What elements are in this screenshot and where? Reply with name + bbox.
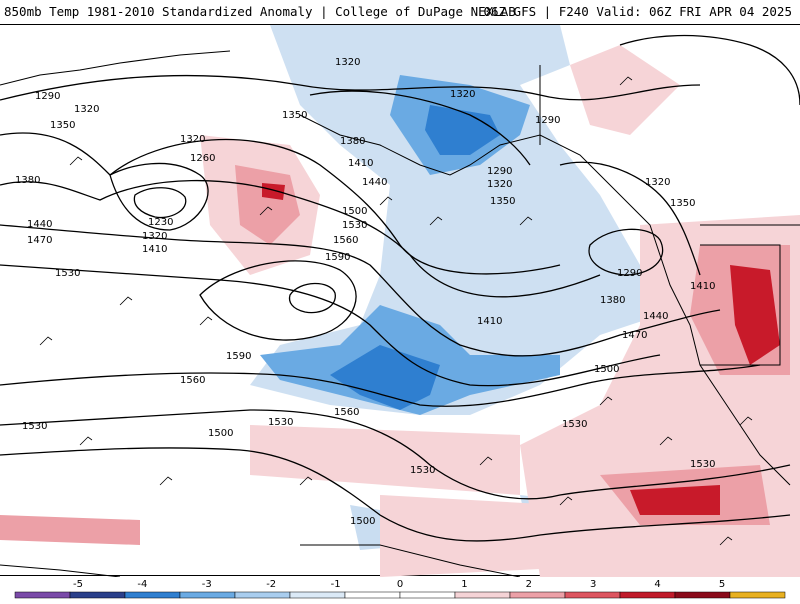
contour-label: 1530 (562, 419, 587, 430)
colorbar-segment (14, 591, 71, 599)
colorbar-segments (14, 591, 786, 599)
colorbar-segment (729, 591, 786, 599)
contour-label: 1410 (477, 316, 502, 327)
contour-label: 1290 (487, 166, 512, 177)
contour-label: 1590 (325, 252, 350, 263)
contour-label: 1560 (334, 407, 359, 418)
contour-label: 1320 (142, 231, 167, 242)
contour-label: 1380 (15, 175, 40, 186)
contour-label: 1380 (340, 136, 365, 147)
contour-label: 1530 (55, 268, 80, 279)
cold-anomaly-region-north (250, 25, 660, 415)
contour-label: 1350 (490, 196, 515, 207)
contour-label: 1530 (410, 465, 435, 476)
colorbar-tick-label: 0 (397, 579, 403, 590)
contour-label: 1500 (208, 428, 233, 439)
contour-label: 1530 (22, 421, 47, 432)
height-contours (0, 34, 800, 542)
contour-label: 1410 (690, 281, 715, 292)
map-canvas: 1320 1290 1320 1350 1290 1350 1320 1380 … (0, 25, 800, 577)
contour-label: 1560 (180, 375, 205, 386)
warm-anomaly-southwest (0, 515, 140, 545)
contour-label: 1440 (643, 311, 668, 322)
colorbar-segment (509, 591, 566, 599)
colorbar-segment (344, 591, 401, 599)
map-title: 850mb Temp 1981-2010 Standardized Anomal… (4, 4, 516, 19)
map-header: 850mb Temp 1981-2010 Standardized Anomal… (0, 0, 800, 24)
contour-label: 1320 (180, 134, 205, 145)
colorbar-tick-label: -1 (331, 579, 341, 590)
colorbar-tick-label: -2 (266, 579, 276, 590)
contour-label: 1320 (645, 177, 670, 188)
colorbar-segment (124, 591, 181, 599)
colorbar-segment (179, 591, 236, 599)
warm-anomaly-south-band (250, 425, 520, 495)
colorbar-tick-label: 5 (719, 579, 725, 590)
colorbar-tick-label: 1 (461, 579, 467, 590)
contour-label: 1530 (342, 220, 367, 231)
coastlines (0, 50, 800, 577)
contour-label: 1500 (350, 516, 375, 527)
colorbar-tick-label: -4 (137, 579, 147, 590)
cold-anomaly-central-core (330, 345, 440, 410)
contour-label: 1560 (333, 235, 358, 246)
colorbar-segment (674, 591, 731, 599)
warm-anomaly-northeast (570, 45, 680, 135)
contour-label: 1590 (226, 351, 251, 362)
contour-label: 1350 (50, 120, 75, 131)
contour-label: 1410 (142, 244, 167, 255)
contour-label: 1500 (342, 206, 367, 217)
contour-label: 1290 (535, 115, 560, 126)
warm-anomaly-southeast-core (630, 485, 720, 515)
colorbar-tick-label: -5 (73, 579, 83, 590)
contour-label: 1440 (27, 219, 52, 230)
colorbar-tick-label: 3 (590, 579, 596, 590)
contour-label: 1290 (35, 91, 60, 102)
anomaly-shading (0, 25, 800, 577)
colorbar-tick-label: -3 (202, 579, 212, 590)
contour-label: 1440 (362, 177, 387, 188)
contour-label: 1470 (622, 330, 647, 341)
contour-label: 1320 (487, 179, 512, 190)
warm-anomaly-west-peak (262, 183, 285, 200)
warm-anomaly-east-peak (730, 265, 780, 365)
contour-label: 1350 (282, 110, 307, 121)
contour-label: 1530 (268, 417, 293, 428)
contour-label: 1260 (190, 153, 215, 164)
colorbar-canvas: -5 -4 -3 -2 -1 0 1 2 3 4 5 (14, 579, 786, 599)
contour-label: 1470 (27, 235, 52, 246)
colorbar: -5 -4 -3 -2 -1 0 1 2 3 4 5 (0, 576, 800, 600)
colorbar-segment (234, 591, 291, 599)
contour-label: 1290 (617, 268, 642, 279)
colorbar-segment (454, 591, 511, 599)
contour-label: 1320 (74, 104, 99, 115)
colorbar-ticks: -5 -4 -3 -2 -1 0 1 2 3 4 5 (73, 579, 725, 590)
contour-label: 1230 (148, 217, 173, 228)
colorbar-segment (289, 591, 346, 599)
contour-label: 1410 (348, 158, 373, 169)
anomaly-map[interactable]: 1320 1290 1320 1350 1290 1350 1320 1380 … (0, 24, 800, 577)
wind-barbs (39, 76, 753, 546)
contour-labels: 1320 1290 1320 1350 1290 1350 1320 1380 … (15, 57, 715, 527)
contour-label: 1500 (594, 364, 619, 375)
contour-label: 1320 (450, 89, 475, 100)
contour-label: 1350 (670, 198, 695, 209)
cold-anomaly-core-gulf-deep (425, 105, 500, 155)
contour-label: 1380 (600, 295, 625, 306)
contour-label: 1530 (690, 459, 715, 470)
warm-anomaly-pacific-south (380, 495, 620, 577)
colorbar-tick-label: 4 (654, 579, 660, 590)
contour-label: 1320 (335, 57, 360, 68)
colorbar-segment (564, 591, 621, 599)
colorbar-segment (399, 591, 456, 599)
colorbar-segment (69, 591, 126, 599)
model-run-label: 06Z GFS | F240 Valid: 06Z FRI APR 04 202… (483, 4, 792, 19)
colorbar-tick-label: 2 (526, 579, 532, 590)
colorbar-segment (619, 591, 676, 599)
